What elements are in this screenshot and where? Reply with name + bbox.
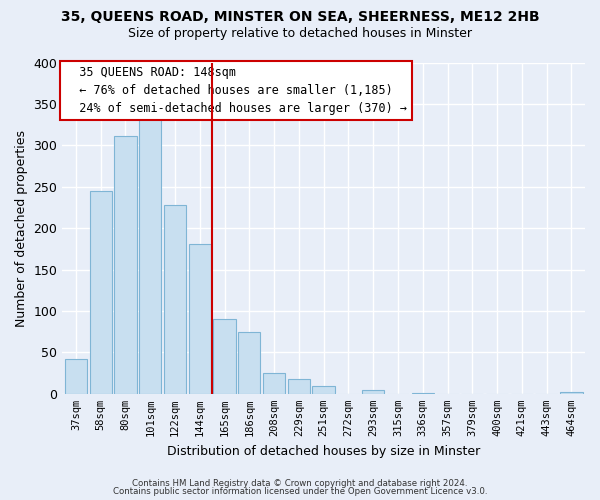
Bar bbox=[89, 191, 112, 394]
Bar bbox=[560, 392, 583, 394]
Text: Size of property relative to detached houses in Minster: Size of property relative to detached ho… bbox=[128, 28, 472, 40]
Text: Contains public sector information licensed under the Open Government Licence v3: Contains public sector information licen… bbox=[113, 487, 487, 496]
Text: 35 QUEENS ROAD: 148sqm
  ← 76% of detached houses are smaller (1,185)
  24% of s: 35 QUEENS ROAD: 148sqm ← 76% of detached… bbox=[65, 66, 407, 115]
Text: Contains HM Land Registry data © Crown copyright and database right 2024.: Contains HM Land Registry data © Crown c… bbox=[132, 478, 468, 488]
Bar bbox=[115, 136, 137, 394]
Text: 35, QUEENS ROAD, MINSTER ON SEA, SHEERNESS, ME12 2HB: 35, QUEENS ROAD, MINSTER ON SEA, SHEERNE… bbox=[61, 10, 539, 24]
Bar bbox=[188, 244, 211, 394]
Y-axis label: Number of detached properties: Number of detached properties bbox=[15, 130, 28, 326]
Bar bbox=[288, 379, 310, 394]
Bar bbox=[139, 118, 161, 394]
Bar bbox=[238, 332, 260, 394]
Bar bbox=[313, 386, 335, 394]
X-axis label: Distribution of detached houses by size in Minster: Distribution of detached houses by size … bbox=[167, 444, 480, 458]
Bar bbox=[263, 373, 285, 394]
Bar bbox=[412, 393, 434, 394]
Bar bbox=[362, 390, 385, 394]
Bar bbox=[164, 205, 186, 394]
Bar bbox=[65, 359, 87, 394]
Bar bbox=[214, 320, 236, 394]
